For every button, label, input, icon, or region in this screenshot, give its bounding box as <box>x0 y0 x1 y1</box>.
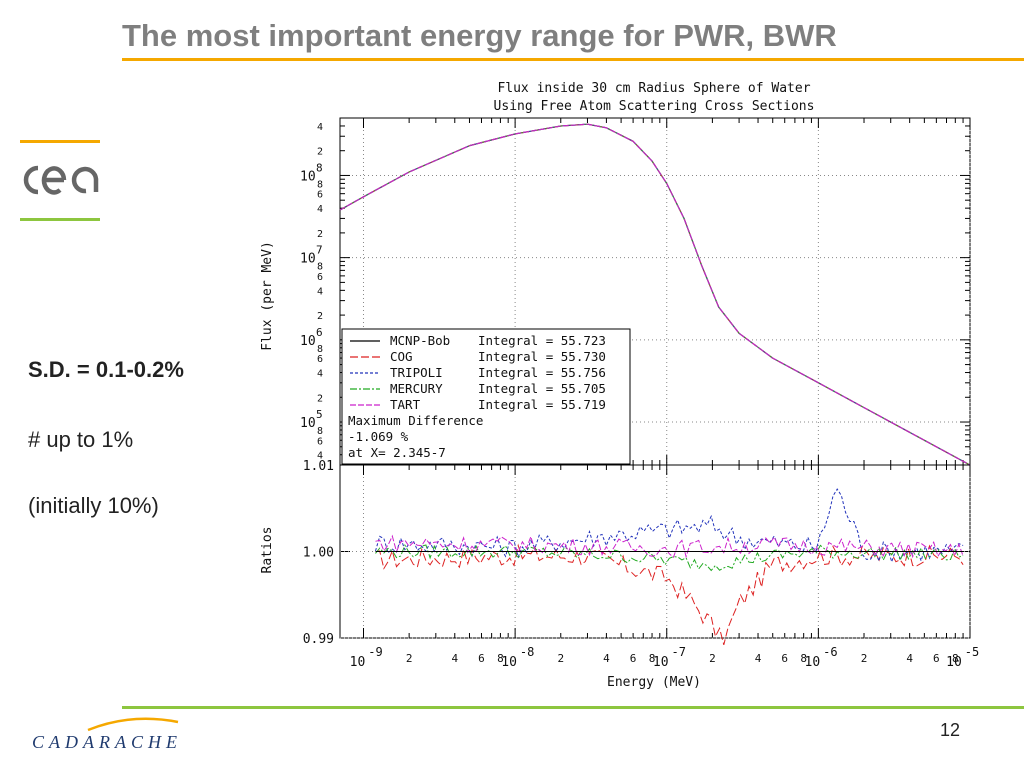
y-minor-tick-label: 4 <box>317 451 323 462</box>
x-minor-tick-label: 4 <box>603 652 610 665</box>
legend-integral: Integral = 55.730 <box>478 349 606 364</box>
flux-chart: Flux inside 30 cm Radius Sphere of Water… <box>260 81 980 690</box>
y-minor-tick-label: 6 <box>317 354 323 365</box>
x-minor-tick-label: 8 <box>497 652 504 665</box>
legend-series-name: TART <box>390 397 421 412</box>
ratio-y-tick-label: 1.00 <box>303 546 334 561</box>
x-tick-label: 10 <box>350 655 366 670</box>
y-minor-tick-label: 2 <box>317 229 323 240</box>
y-tick-label: 10 <box>300 416 316 431</box>
x-tick-label: 10 <box>946 655 962 670</box>
y-minor-tick-label: 8 <box>317 344 323 355</box>
x-minor-tick-label: 2 <box>557 652 564 665</box>
cadarache-logo: CADARACHE <box>18 712 228 764</box>
y-minor-tick-label: 4 <box>317 286 323 297</box>
y-minor-tick-label: 6 <box>317 436 323 447</box>
y-minor-tick-label: 2 <box>317 393 323 404</box>
legend-series-name: TRIPOLI <box>390 365 443 380</box>
initial-diff-note: (initially 10%) <box>28 493 159 518</box>
y-minor-tick-label: 6 <box>317 272 323 283</box>
x-minor-tick-label: 4 <box>451 652 458 665</box>
x-minor-tick-label: 8 <box>800 652 807 665</box>
logo-accent-bar-top <box>20 140 100 143</box>
legend-integral: Integral = 55.756 <box>478 365 606 380</box>
x-minor-tick-label: 6 <box>933 652 940 665</box>
x-minor-tick-label: 4 <box>755 652 762 665</box>
x-minor-tick-label: 2 <box>406 652 413 665</box>
y-minor-tick-label: 8 <box>317 426 323 437</box>
x-minor-tick-label: 8 <box>649 652 656 665</box>
x-tick-label: 10 <box>653 655 669 670</box>
chart-subtitle: Using Free Atom Scattering Cross Section… <box>494 99 815 114</box>
x-minor-tick-label: 2 <box>709 652 716 665</box>
flux-series-tart <box>339 123 971 466</box>
x-axis-label: Energy (MeV) <box>607 675 701 690</box>
chart-title: Flux inside 30 cm Radius Sphere of Water <box>497 81 810 96</box>
x-minor-tick-label: 2 <box>861 652 868 665</box>
y-tick-label-exponent: 8 <box>316 161 323 174</box>
x-tick-label: 10 <box>805 655 821 670</box>
legend-note-line: at X= 2.345-7 <box>348 445 446 460</box>
y-minor-tick-label: 2 <box>317 311 323 322</box>
title-rule <box>122 58 1024 61</box>
ratio-series-mercury <box>375 544 964 572</box>
slide-title: The most important energy range for PWR,… <box>122 18 837 53</box>
std-dev-note: S.D. = 0.1-0.2% <box>28 357 184 382</box>
ratio-y-tick-label: 0.99 <box>303 632 334 647</box>
x-minor-tick-label: 6 <box>781 652 788 665</box>
y-minor-tick-label: 2 <box>317 147 323 158</box>
max-diff-note: # up to 1% <box>28 427 134 452</box>
y-tick-label: 10 <box>300 252 316 267</box>
legend-note-line: Maximum Difference <box>348 413 483 428</box>
y-tick-label-exponent: 5 <box>316 408 323 421</box>
ratio-series-cog <box>375 543 964 646</box>
x-tick-label: 10 <box>501 655 517 670</box>
x-tick-label-exponent: -7 <box>672 645 686 659</box>
ratio-panel: 10-910-810-710-610-52 4 6 8 2 4 6 8 2 4 6 8 2 4 6 80.99… <box>303 459 980 670</box>
y-tick-label: 10 <box>300 334 316 349</box>
y-minor-tick-label: 4 <box>317 204 323 215</box>
page-number: 12 <box>940 720 961 740</box>
y-tick-label-exponent: 6 <box>316 326 323 339</box>
cea-logo <box>23 165 99 195</box>
y-minor-tick-label: 8 <box>317 179 323 190</box>
x-tick-label-exponent: -8 <box>520 645 534 659</box>
y-tick-label: 10 <box>300 169 316 184</box>
x-tick-label-exponent: -6 <box>823 645 837 659</box>
ratio-y-axis-label: Ratios <box>260 527 275 574</box>
legend-series-name: COG <box>390 349 413 364</box>
cadarache-wordmark: CADARACHE <box>32 732 182 752</box>
y-minor-tick-label: 6 <box>317 190 323 201</box>
legend-note-line: -1.069 % <box>348 429 409 444</box>
legend-integral: Integral = 55.719 <box>478 397 606 412</box>
y-minor-tick-label: 4 <box>317 369 323 380</box>
y-minor-tick-label: 4 <box>317 122 323 133</box>
ratio-series-tart <box>375 534 964 559</box>
legend-integral: Integral = 55.705 <box>478 381 606 396</box>
legend-box <box>341 328 631 465</box>
y-tick-label-exponent: 7 <box>316 244 323 257</box>
x-minor-tick-label: 6 <box>478 652 485 665</box>
logo-accent-bar-bottom <box>20 218 100 221</box>
ratio-y-tick-label: 1.01 <box>303 459 334 474</box>
legend-integral: Integral = 55.723 <box>478 333 606 348</box>
legend: MCNP-Bob Integral = 55.723 COG Integral = 5… <box>341 328 631 465</box>
y-minor-tick-label: 8 <box>317 262 323 273</box>
x-tick-label-exponent: -9 <box>368 645 382 659</box>
x-minor-tick-label: 8 <box>952 652 959 665</box>
flux-y-axis-label: Flux (per MeV) <box>260 241 275 351</box>
footer-rule <box>122 706 1024 709</box>
x-tick-label-exponent: -5 <box>965 645 979 659</box>
legend-series-name: MCNP-Bob <box>390 333 450 348</box>
x-minor-tick-label: 6 <box>630 652 637 665</box>
cadarache-logo-art: CADARACHE <box>32 717 182 752</box>
legend-series-name: MERCURY <box>390 381 443 396</box>
x-minor-tick-label: 4 <box>906 652 913 665</box>
